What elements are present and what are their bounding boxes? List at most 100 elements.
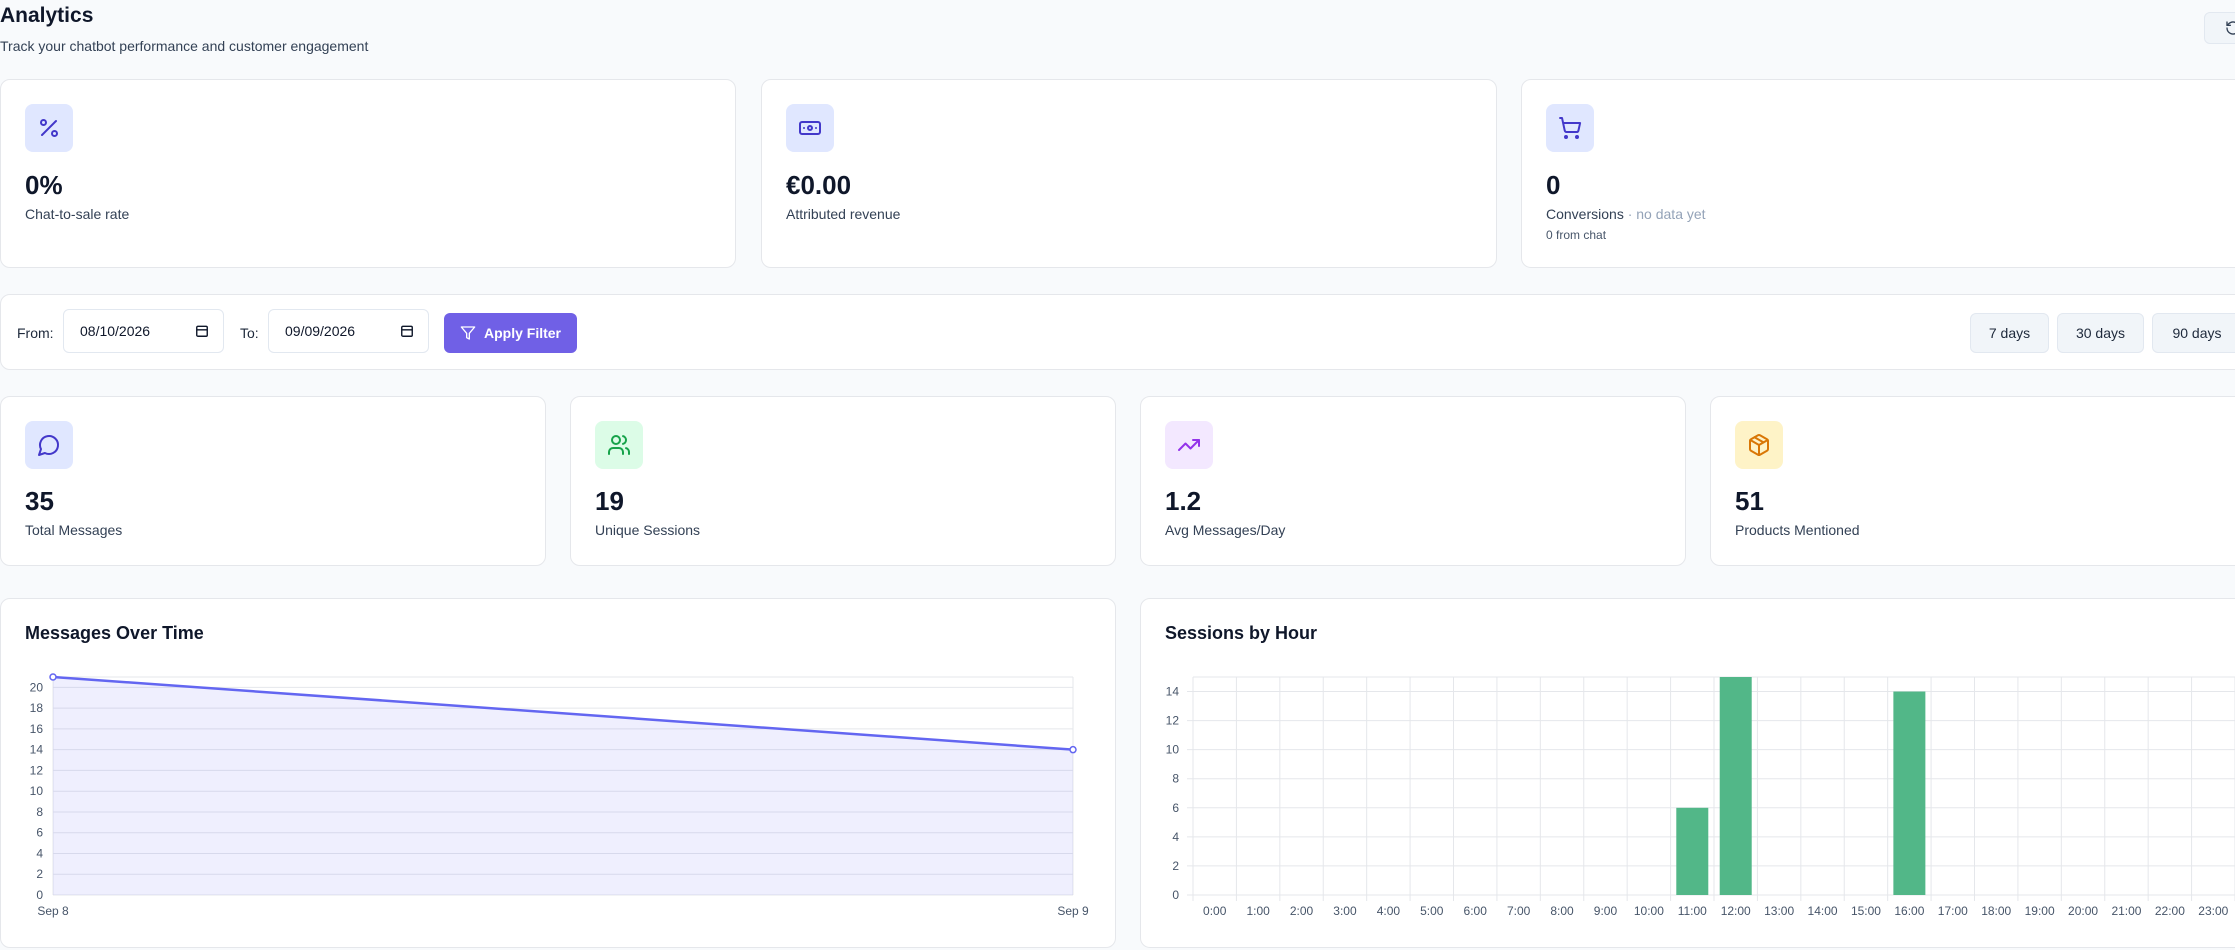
to-date-value: 09/09/2026 — [285, 323, 356, 339]
data-point — [1069, 745, 1077, 754]
date-filter-bar: From: 08/10/2026 To: 09/09/2026 Apply Fi… — [0, 294, 2235, 370]
to-label: To: — [240, 325, 259, 341]
y-tick-label: 4 — [36, 846, 43, 860]
stat-value: 35 — [25, 486, 54, 516]
chart-title: Messages Over Time — [25, 623, 204, 643]
shopping-cart-icon — [1546, 104, 1594, 152]
x-tick-label: 21:00 — [2111, 904, 2141, 918]
messages-over-time-chart: 0 2 4 6 8 10 12 14 16 18 20 Sep 8 Sep 9 — [30, 673, 1089, 918]
series-area — [53, 677, 1073, 895]
kpi-label: Conversions — [1546, 206, 1624, 222]
banknote-icon — [786, 104, 834, 152]
refresh-icon — [2226, 21, 2235, 35]
to-date-input[interactable]: 09/09/2026 — [268, 309, 429, 353]
stat-label: Products Mentioned — [1735, 522, 1860, 538]
stat-value: 19 — [595, 486, 624, 516]
x-tick-label: 8:00 — [1550, 904, 1574, 918]
sessions-by-hour-chart: 0 2 4 6 8 10 12 14 0:00 1:00 2:00 3:00 4:00 5:00 6:00 7… — [1166, 676, 2235, 918]
x-tick-label: 14:00 — [1808, 904, 1838, 918]
x-tick-label: 3:00 — [1333, 904, 1357, 918]
x-tick-label: 22:00 — [2155, 904, 2185, 918]
y-tick-label: 0 — [36, 888, 43, 902]
y-tick-label: 8 — [1172, 772, 1179, 786]
stat-card-unique-sessions: 19 Unique Sessions — [570, 396, 1116, 566]
x-tick-label: Sep 9 — [1057, 904, 1089, 918]
messages-over-time-card: Messages Over Time 0 2 4 6 8 10 12 14 16 18 20 Sep … — [0, 598, 1116, 948]
filter-icon — [460, 326, 476, 340]
y-tick-label: 12 — [1166, 714, 1180, 728]
kpi-label: Chat-to-sale rate — [25, 206, 130, 222]
kpi-note: · no data yet — [1623, 206, 1706, 222]
x-tick-label: 15:00 — [1851, 904, 1881, 918]
bar — [1893, 691, 1926, 895]
x-tick-label: 4:00 — [1377, 904, 1401, 918]
kpi-card-conversions: 0 Conversions · no data yet 0 from chat — [1521, 79, 2235, 268]
x-tick-label: 23:00 — [2198, 904, 2228, 918]
calendar-icon — [196, 325, 208, 337]
y-tick-label: 12 — [30, 763, 44, 777]
y-tick-label: 14 — [1166, 685, 1180, 699]
kpi-label: Attributed revenue — [786, 206, 901, 222]
x-tick-label: 0:00 — [1203, 904, 1227, 918]
x-tick-label: 2:00 — [1290, 904, 1314, 918]
percent-icon — [25, 104, 73, 152]
data-point — [49, 673, 57, 681]
calendar-icon — [401, 325, 413, 337]
stat-label: Avg Messages/Day — [1165, 522, 1286, 538]
users-icon — [595, 421, 643, 469]
message-circle-icon — [25, 421, 73, 469]
x-tick-label: 9:00 — [1594, 904, 1618, 918]
kpi-value: 0 — [1546, 170, 1561, 200]
x-tick-label: 19:00 — [2025, 904, 2055, 918]
stat-value: 51 — [1735, 486, 1764, 516]
series-line — [52, 675, 1074, 751]
from-label: From: — [17, 325, 54, 341]
kpi-value: €0.00 — [786, 170, 852, 200]
x-tick-label: 20:00 — [2068, 904, 2098, 918]
kpi-card-chat-to-sale: 0% Chat-to-sale rate — [0, 79, 736, 268]
y-tick-label: 2 — [1172, 859, 1179, 873]
page-subtitle: Track your chatbot performance and custo… — [0, 38, 369, 54]
stat-card-products-mentioned: 51 Products Mentioned — [1710, 396, 2235, 566]
range-30-days-button[interactable]: 30 days — [2057, 313, 2144, 353]
y-tick-label: 16 — [30, 722, 44, 736]
stat-label: Unique Sessions — [595, 522, 701, 538]
x-tick-label: 7:00 — [1507, 904, 1531, 918]
bar — [1719, 677, 1752, 895]
y-tick-label: 18 — [30, 701, 44, 715]
x-tick-label: 11:00 — [1678, 904, 1707, 918]
x-tick-label: 12:00 — [1721, 904, 1751, 918]
page-title: Analytics — [0, 4, 94, 27]
kpi-card-revenue: €0.00 Attributed revenue — [761, 79, 1497, 268]
stat-value: 1.2 — [1165, 486, 1202, 516]
x-tick-label: 17:00 — [1938, 904, 1968, 918]
y-tick-label: 20 — [30, 680, 44, 694]
sessions-by-hour-card: Sessions by Hour 0 2 4 6 8 10 12 14 0:00 1:00 2:00… — [1140, 598, 2235, 948]
bar — [1676, 807, 1709, 895]
y-tick-label: 10 — [30, 784, 44, 798]
y-tick-label: 10 — [1166, 743, 1180, 757]
y-tick-label: 4 — [1172, 830, 1179, 844]
range-7-days-button[interactable]: 7 days — [1970, 313, 2049, 353]
x-tick-label: 5:00 — [1420, 904, 1444, 918]
y-tick-label: 8 — [36, 805, 43, 819]
stat-label: Total Messages — [25, 522, 123, 538]
stat-card-avg-messages: 1.2 Avg Messages/Day — [1140, 396, 1686, 566]
x-tick-label: Sep 8 — [37, 904, 69, 918]
page-header: Analytics Track your chatbot performance… — [0, 4, 368, 54]
package-icon — [1735, 421, 1783, 469]
kpi-sub: 0 from chat — [1546, 228, 1607, 242]
stat-card-total-messages: 35 Total Messages — [0, 396, 546, 566]
from-date-input[interactable]: 08/10/2026 — [63, 309, 224, 353]
y-tick-label: 0 — [1172, 888, 1179, 902]
kpi-label-row: Conversions · no data yet — [1546, 206, 1706, 222]
range-90-days-button[interactable]: 90 days — [2152, 313, 2235, 353]
y-tick-label: 14 — [30, 743, 44, 757]
x-tick-label: 16:00 — [1894, 904, 1924, 918]
apply-filter-button[interactable]: Apply Filter — [444, 313, 577, 353]
x-tick-label: 1:00 — [1246, 904, 1270, 918]
x-tick-label: 13:00 — [1764, 904, 1794, 918]
refresh-button[interactable] — [2204, 12, 2235, 44]
kpi-value: 0% — [25, 170, 63, 200]
